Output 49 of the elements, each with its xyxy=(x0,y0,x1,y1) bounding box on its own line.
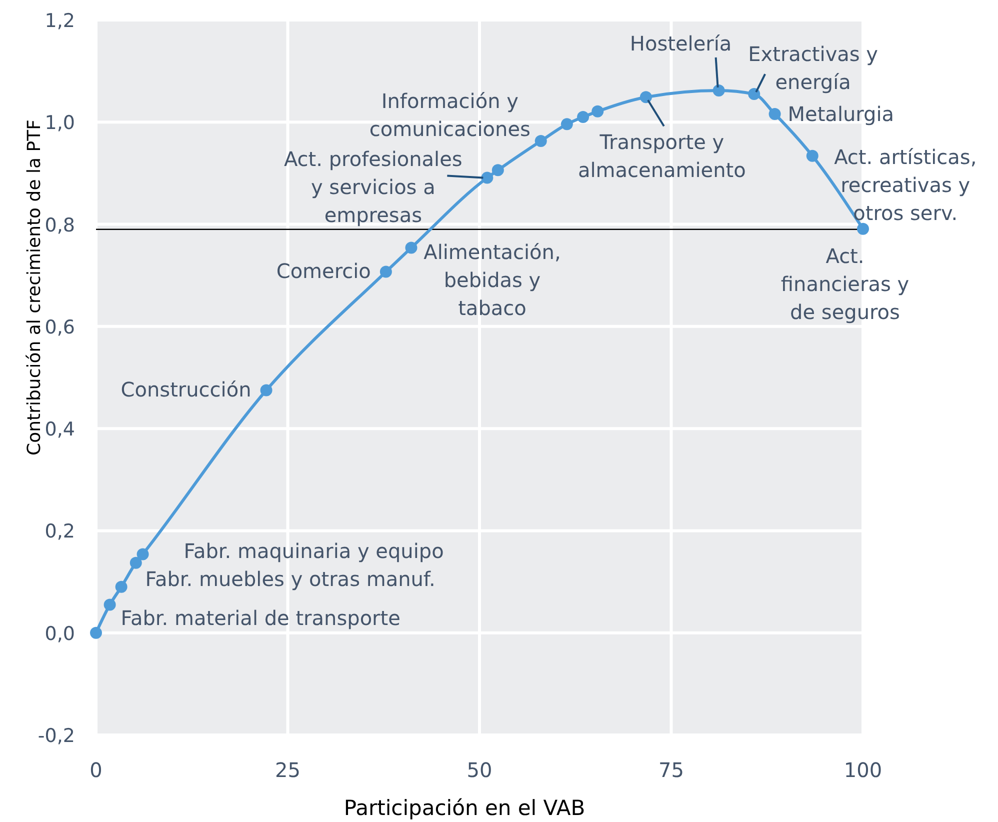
point xyxy=(534,135,547,148)
y-tick-label: -0,2 xyxy=(38,725,75,747)
annotation: Hostelería xyxy=(630,31,732,56)
y-tick-label: 0,8 xyxy=(44,214,75,236)
y-tick-label: 1,0 xyxy=(44,112,75,134)
annotation: Información y comunicaciones xyxy=(369,89,530,142)
x-axis-title: Participación en el VAB xyxy=(344,796,586,820)
annotation: Metalurgia xyxy=(788,102,894,126)
point xyxy=(768,108,781,120)
annotation: Act. artísticas, recreativas y otros serv. xyxy=(834,144,977,225)
point xyxy=(130,556,142,569)
annotation: Fabr. material de transporte xyxy=(120,606,400,630)
y-axis-title: Contribución al crecimiento de la PTF xyxy=(24,120,45,456)
point xyxy=(857,222,869,235)
annotation: Alimentación, bebidas y tabaco xyxy=(424,240,561,320)
point xyxy=(640,91,652,104)
annotation: Transporte y almacenamiento xyxy=(578,130,746,182)
point xyxy=(560,118,573,130)
point xyxy=(380,266,392,278)
point xyxy=(90,626,102,639)
annotation: Extractivas y energía xyxy=(748,42,878,94)
annotation: Construcción xyxy=(120,377,252,402)
point xyxy=(136,548,149,560)
point xyxy=(592,105,604,118)
annotation: Fabr. muebles y otras manuf. xyxy=(145,566,436,591)
point xyxy=(748,88,760,100)
x-tick-label: 75 xyxy=(658,758,684,782)
x-tick-label: 50 xyxy=(466,758,492,782)
point xyxy=(481,172,494,184)
y-tick-label: 0,0 xyxy=(44,622,75,645)
point xyxy=(806,150,818,162)
y-tick-label: 1,2 xyxy=(44,10,75,32)
point xyxy=(405,242,418,254)
point xyxy=(260,384,272,396)
point xyxy=(712,84,725,96)
y-tick-label: 0,4 xyxy=(44,418,75,441)
point xyxy=(492,164,504,176)
annotation: Act. financieras y de seguros xyxy=(780,244,910,324)
y-tick-label: 0,6 xyxy=(44,316,75,338)
x-tick-label: 100 xyxy=(844,758,882,782)
annotation: Fabr. maquinaria y equipo xyxy=(184,539,444,564)
annotation: Act. profesionales y servicios a empresas xyxy=(284,146,462,227)
x-tick-label: 25 xyxy=(275,758,300,782)
point xyxy=(577,111,590,124)
x-tick-label: 0 xyxy=(90,758,102,782)
point xyxy=(115,580,128,593)
y-tick-label: 0,2 xyxy=(44,520,75,543)
point xyxy=(104,598,116,611)
annotation: Comercio xyxy=(276,258,371,283)
